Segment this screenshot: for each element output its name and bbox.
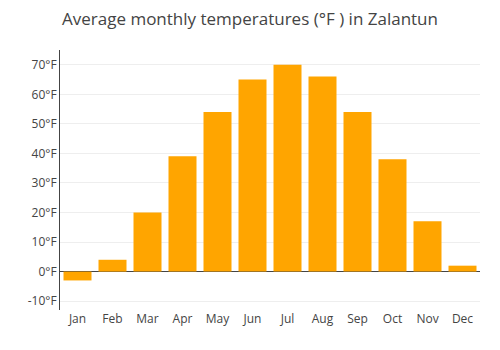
svg-text:May: May xyxy=(206,310,230,327)
svg-text:Mar: Mar xyxy=(136,310,158,327)
svg-text:Jan: Jan xyxy=(68,310,86,327)
svg-text:Aug: Aug xyxy=(312,310,334,327)
svg-text:Sep: Sep xyxy=(347,310,368,327)
svg-text:30°F: 30°F xyxy=(32,174,57,191)
svg-text:Dec: Dec xyxy=(452,310,473,327)
svg-text:70°F: 70°F xyxy=(32,56,57,73)
svg-text:-10°F: -10°F xyxy=(28,292,57,309)
svg-text:40°F: 40°F xyxy=(32,145,57,162)
svg-text:60°F: 60°F xyxy=(32,86,57,103)
svg-text:Jul: Jul xyxy=(280,310,295,327)
svg-text:Nov: Nov xyxy=(416,310,438,327)
svg-text:0°F: 0°F xyxy=(38,263,56,280)
svg-text:Oct: Oct xyxy=(383,310,402,327)
svg-text:50°F: 50°F xyxy=(32,115,57,132)
svg-text:20°F: 20°F xyxy=(32,204,57,221)
svg-text:Average monthly temperatures (: Average monthly temperatures (°F ) in Za… xyxy=(62,7,438,30)
svg-text:Feb: Feb xyxy=(102,310,122,327)
svg-text:Jun: Jun xyxy=(243,310,262,327)
svg-text:10°F: 10°F xyxy=(32,233,57,250)
svg-text:Apr: Apr xyxy=(173,310,193,327)
